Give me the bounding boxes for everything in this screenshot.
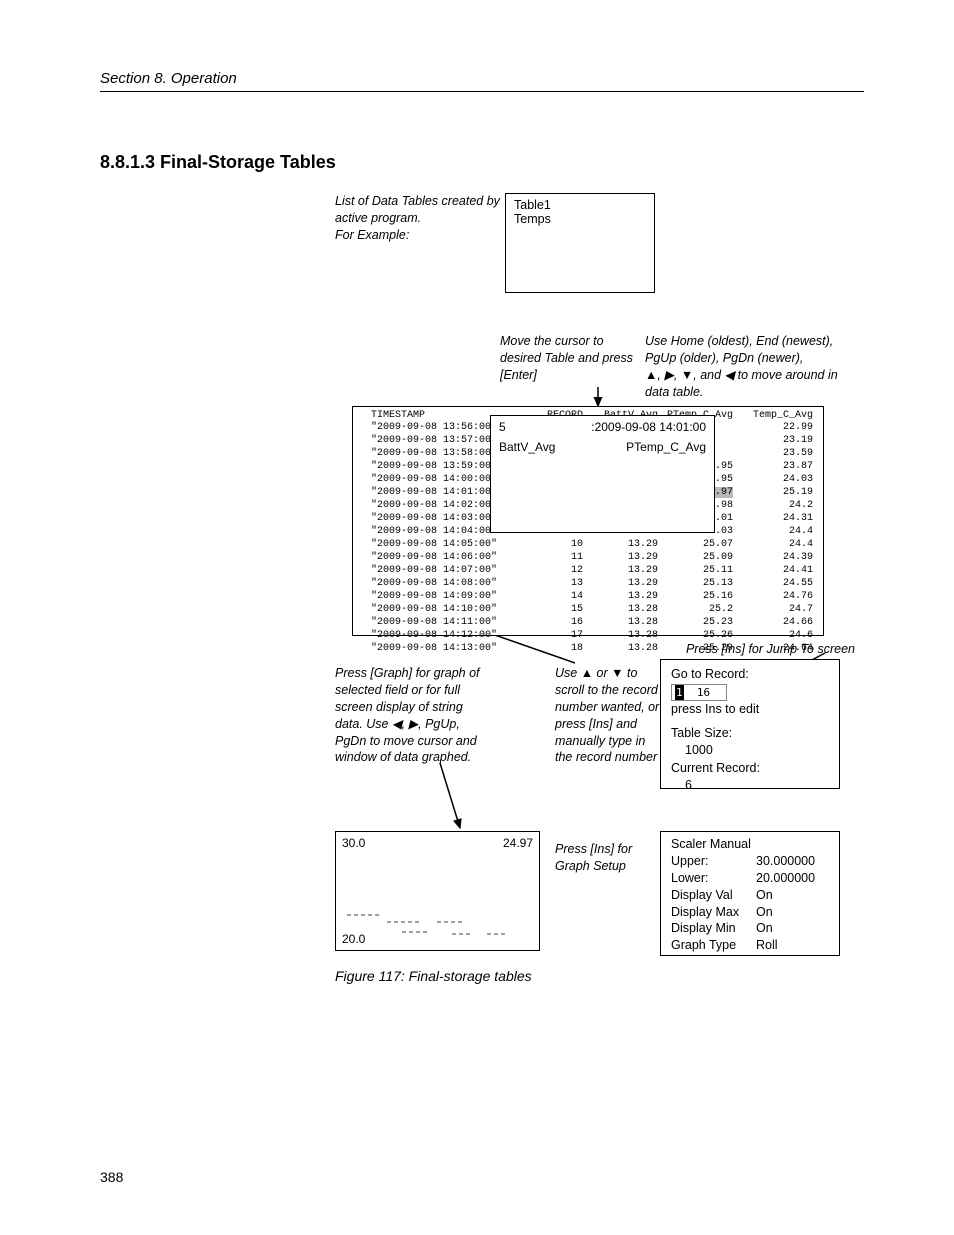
scaler-label: Upper:	[671, 853, 756, 870]
scaler-label: Lower:	[671, 870, 756, 887]
record-detail-overlay: 5 :2009-09-08 14:01:00 BattV_Avg PTemp_C…	[490, 415, 715, 533]
overlay-record: 5	[499, 420, 506, 434]
graph-current: 24.97	[503, 836, 533, 850]
graph-ymin: 20.0	[342, 932, 365, 946]
table-row[interactable]: "2009-09-08 14:10:00"1513.2825.224.7	[353, 603, 823, 616]
annotation-nav-keys: Use Home (oldest), End (newest), PgUp (o…	[645, 333, 855, 401]
scaler-value: On	[756, 920, 773, 937]
table-list-box: Table1 Temps	[505, 193, 655, 293]
overlay-field1: BattV_Avg	[499, 440, 555, 454]
table-list-item[interactable]: Table1	[514, 198, 646, 212]
scaler-value: On	[756, 887, 773, 904]
overlay-field2: PTemp_C_Avg	[626, 440, 706, 454]
annotation-table-list: List of Data Tables created by active pr…	[335, 193, 500, 244]
table-row[interactable]: "2009-09-08 14:06:00"1113.2925.0924.39	[353, 551, 823, 564]
jump-size-label: Table Size:	[671, 725, 829, 743]
jump-size-value: 1000	[671, 742, 829, 760]
page-title: 8.8.1.3 Final-Storage Tables	[100, 152, 864, 173]
jump-cur-label: Current Record:	[671, 760, 829, 778]
jump-go-value[interactable]: 16	[697, 686, 710, 699]
annotation-jump: Press [Ins] for Jump To screen	[685, 641, 855, 658]
jump-go-label: Go to Record:	[671, 666, 829, 684]
col-header: Temp_C_Avg	[733, 410, 813, 421]
annotation-scroll: Use ▲ or ▼ to scroll to the record numbe…	[555, 665, 665, 766]
jump-hint: press Ins to edit	[671, 701, 829, 719]
table-list-item[interactable]: Temps	[514, 212, 646, 226]
overlay-timestamp: :2009-09-08 14:01:00	[591, 420, 706, 434]
col-header: TIMESTAMP	[353, 410, 513, 421]
scaler-label: Display Min	[671, 920, 756, 937]
graph-ymax: 30.0	[342, 836, 365, 850]
table-row[interactable]: "2009-09-08 14:11:00"1613.2825.2324.66	[353, 616, 823, 629]
annotation-graph: Press [Graph] for graph of selected fiel…	[335, 665, 490, 766]
page-number: 388	[100, 1169, 123, 1185]
scaler-value: 20.000000	[756, 870, 815, 887]
scaler-title: Scaler Manual	[671, 836, 829, 853]
table-row[interactable]: "2009-09-08 14:07:00"1213.2925.1124.41	[353, 564, 823, 577]
table-row[interactable]: "2009-09-08 14:08:00"1313.2925.1324.55	[353, 577, 823, 590]
figure-caption: Figure 117: Final-storage tables	[335, 968, 532, 984]
scaler-value: On	[756, 904, 773, 921]
figure: List of Data Tables created by active pr…	[330, 193, 850, 1043]
scaler-label: Graph Type	[671, 937, 756, 954]
scaler-value: 30.000000	[756, 853, 815, 870]
jump-to-box: Go to Record: 1 16 press Ins to edit Tab…	[660, 659, 840, 789]
scaler-box: Scaler Manual Upper:30.000000Lower:20.00…	[660, 831, 840, 956]
scaler-label: Display Max	[671, 904, 756, 921]
jump-cur-value: 6	[671, 777, 829, 795]
table-row[interactable]: "2009-09-08 14:09:00"1413.2925.1624.76	[353, 590, 823, 603]
scaler-label: Display Val	[671, 887, 756, 904]
annotation-graph-setup: Press [Ins] for Graph Setup	[555, 841, 655, 875]
section-header: Section 8. Operation	[100, 70, 864, 92]
annotation-move-cursor: Move the cursor to desired Table and pre…	[500, 333, 645, 384]
scaler-value: Roll	[756, 937, 778, 954]
graph-box: 30.0 24.97 20.0	[335, 831, 540, 951]
table-row[interactable]: "2009-09-08 14:05:00"1013.2925.0724.4	[353, 538, 823, 551]
